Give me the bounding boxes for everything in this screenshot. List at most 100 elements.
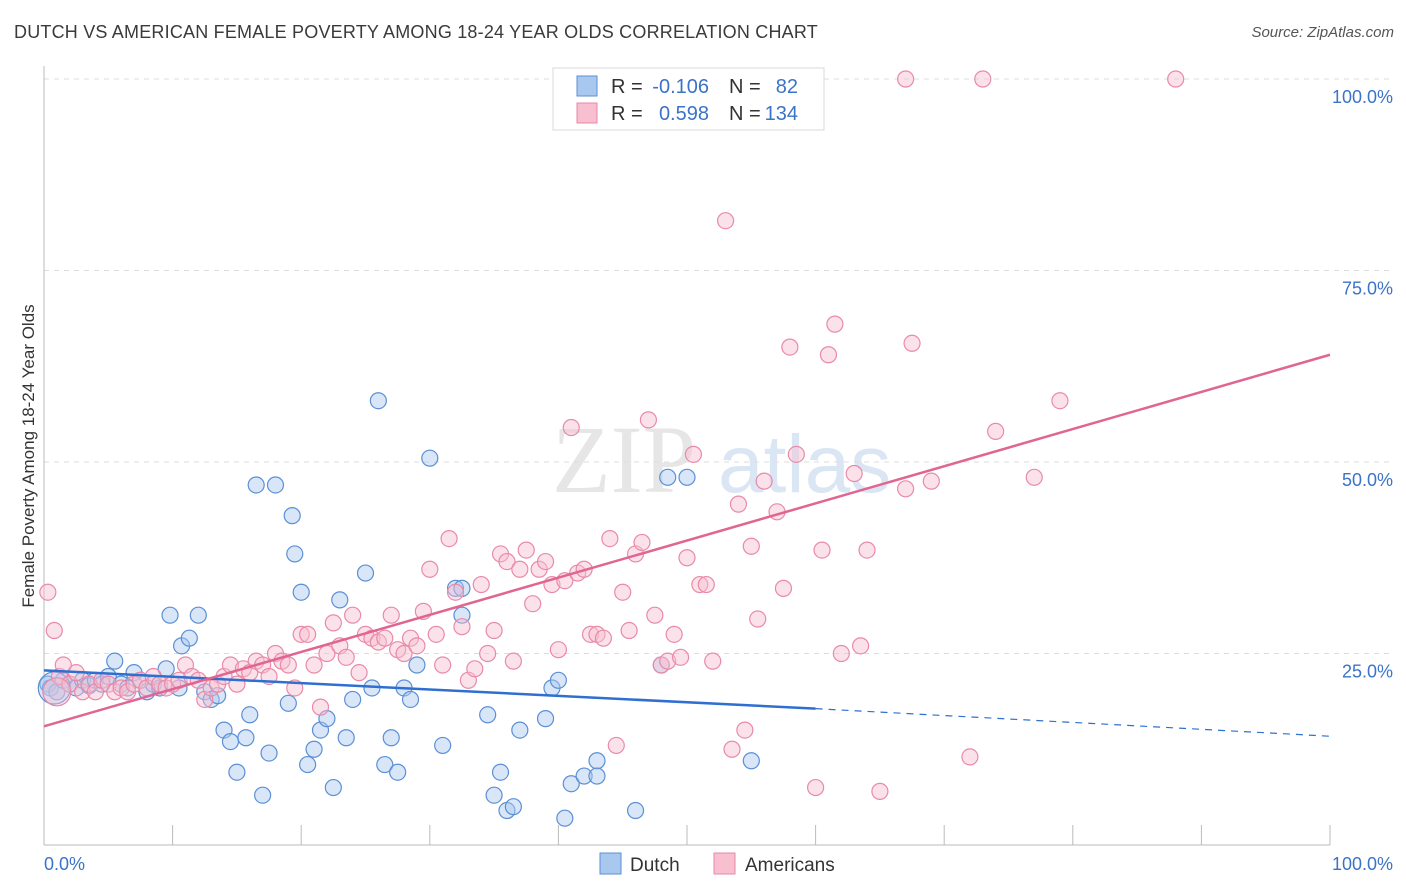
american-point	[614, 583, 632, 601]
american-point	[671, 648, 690, 666]
american-point	[755, 472, 773, 490]
american-point	[691, 575, 709, 594]
dutch-point	[221, 732, 240, 751]
bottom-legend-dutch: Dutch	[630, 855, 680, 876]
american-point	[382, 606, 400, 624]
american-point	[453, 618, 471, 636]
american-point	[845, 464, 863, 483]
dutch-point	[678, 468, 696, 486]
bottom-legend-americans: Americans	[745, 855, 835, 876]
american-point	[292, 625, 310, 643]
american-point	[697, 575, 715, 594]
american-point	[504, 652, 522, 670]
chart-title: DUTCH VS AMERICAN FEMALE POVERTY AMONG 1…	[14, 22, 818, 42]
american-point	[408, 637, 426, 655]
y-tick-label: 100.0%	[1332, 87, 1393, 107]
series-legend: Dutch Americans	[599, 852, 835, 876]
dutch-point	[562, 775, 580, 793]
american-point	[311, 698, 330, 716]
american-point	[1167, 70, 1185, 88]
dutch-point	[241, 706, 259, 724]
american-point	[749, 610, 767, 628]
dutch-point	[504, 798, 522, 816]
american-point	[781, 338, 799, 356]
y-tick-label: 50.0%	[1342, 470, 1393, 490]
dutch-point	[485, 786, 503, 804]
american-point	[350, 664, 368, 682]
trend-lines	[43, 353, 1331, 737]
american-point	[903, 334, 921, 352]
gridlines	[44, 78, 1394, 654]
american-point	[736, 721, 754, 739]
american-point	[344, 606, 362, 624]
legend-r-value-dutch: -0.106	[652, 76, 709, 98]
american-point	[704, 652, 722, 670]
dutch-point	[228, 763, 246, 781]
y-axis-label: Female Poverty Among 18-24 Year Olds	[19, 304, 38, 607]
american-point	[787, 445, 805, 463]
american-point	[832, 644, 850, 663]
source-credit: Source: ZipAtlas.com	[1251, 24, 1394, 41]
dutch-point	[161, 606, 179, 624]
dutch-point	[369, 392, 387, 410]
american-point	[729, 495, 748, 513]
dutch-point	[337, 729, 355, 747]
american-trend-line	[43, 353, 1331, 728]
legend-swatch-dutch	[576, 75, 598, 97]
american-point	[511, 560, 529, 578]
dutch-point	[742, 752, 760, 770]
american-point	[813, 541, 831, 559]
american-point	[974, 70, 992, 88]
dutch-point	[266, 476, 285, 494]
american-point	[774, 579, 793, 597]
american-point	[434, 656, 452, 674]
dutch-point	[408, 656, 426, 674]
american-point	[524, 595, 542, 613]
american-point	[620, 621, 638, 640]
y-tick-label: 25.0%	[1342, 662, 1393, 682]
american-point	[440, 529, 458, 548]
dutch-point	[659, 468, 677, 486]
dutch-point	[305, 740, 323, 758]
dutch-point	[247, 476, 265, 494]
dutch-point	[286, 545, 304, 563]
dutch-point	[446, 579, 465, 597]
dutch-point	[237, 729, 255, 747]
dutch-point	[283, 507, 301, 525]
american-point	[376, 629, 394, 647]
dutch-series	[37, 392, 760, 827]
american-point	[684, 445, 703, 463]
american-point	[742, 537, 760, 555]
dutch-point	[382, 729, 400, 747]
american-point	[279, 656, 297, 674]
dutch-point	[549, 671, 568, 689]
dutch-point	[260, 744, 278, 762]
american-point	[337, 648, 355, 666]
american-point	[485, 621, 503, 640]
american-point	[819, 346, 838, 364]
american-point	[549, 641, 568, 659]
american-point	[723, 740, 741, 758]
y-tick-labels: 25.0% 50.0% 75.0% 100.0%	[1332, 87, 1393, 682]
watermark-zip: ZIP	[552, 406, 696, 513]
dutch-point	[575, 767, 593, 785]
american-point	[601, 529, 619, 548]
american-point	[299, 625, 317, 643]
x-tick-label: 0.0%	[44, 854, 85, 874]
legend-n-value-americans: 134	[765, 103, 798, 125]
dutch-point	[626, 801, 645, 820]
dutch-point	[331, 591, 349, 609]
american-point	[536, 552, 555, 571]
american-point	[39, 583, 57, 601]
dutch-point	[536, 710, 555, 728]
american-point	[639, 411, 658, 429]
american-point	[466, 660, 484, 678]
dutch-point	[189, 606, 207, 624]
y-tick-label: 75.0%	[1342, 279, 1393, 299]
american-point	[427, 625, 445, 643]
dutch-point	[421, 449, 439, 467]
american-point	[826, 315, 844, 333]
dutch-point	[376, 755, 394, 774]
dutch-point	[556, 809, 574, 827]
